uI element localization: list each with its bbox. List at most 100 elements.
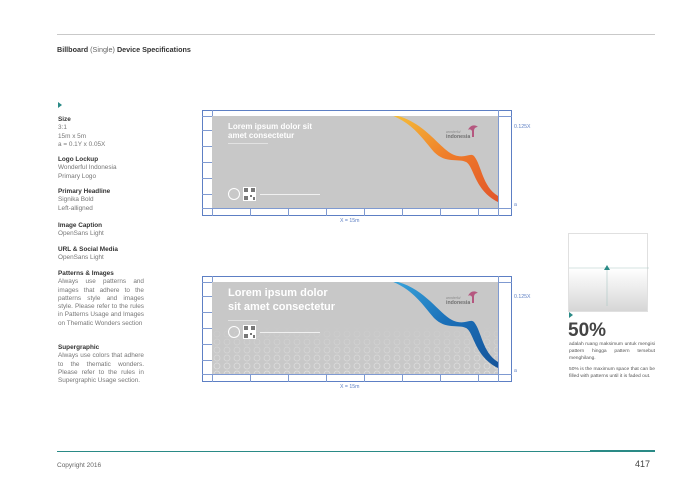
headline-line-2: sit amet consectetur: [228, 301, 335, 313]
grid-tick: [364, 208, 365, 216]
spec-heading: Image Caption: [58, 222, 103, 229]
billboard-preview-orange: Lorem ipsum dolor sit amet consectetur w…: [202, 110, 530, 225]
page-title: Billboard (Single) Device Specifications: [57, 45, 191, 54]
headline-line-1: Lorem ipsum dolor: [228, 287, 328, 299]
pattern-fade: [212, 282, 498, 374]
spec-line: OpenSans Light: [58, 254, 104, 262]
spec-line: Left-alligned: [58, 204, 93, 212]
dimension-label-right: 0.125X: [514, 124, 531, 130]
qr-code-icon: [243, 187, 256, 201]
logo-lockup: wonderful indonesia: [442, 124, 482, 146]
spec-heading: Supergraphic: [58, 344, 100, 351]
headline-line-1: Lorem ipsum dolor sit: [228, 122, 313, 131]
logo-indonesia-text: indonesia: [446, 134, 471, 140]
bottom-rule-accent: [590, 450, 655, 452]
billboard-preview-blue: Lorem ipsum dolor sit amet consectetur w…: [202, 276, 530, 391]
title-light: (Single): [90, 45, 115, 54]
billboard-panel: Lorem ipsum dolor sit amet consectetur w…: [212, 116, 498, 208]
grid-tick: [202, 296, 212, 297]
dimension-label-a: a: [514, 368, 517, 374]
spec-line: 15m x 5m: [58, 132, 87, 140]
grid-tick: [326, 374, 327, 382]
dimension-label-a: a: [514, 202, 517, 208]
spec-heading: Primary Headline: [58, 188, 111, 195]
spec-line: 3:1: [58, 124, 67, 132]
grid-tick: [402, 208, 403, 216]
primary-headline: Lorem ipsum dolor sit amet consectetur: [228, 122, 312, 140]
outer-guide-frame: [202, 110, 512, 216]
spec-paragraph: Always use colors that adhere to the the…: [58, 352, 144, 385]
spec-heading: Logo Lockup: [58, 156, 99, 163]
garuda-logo-icon: [468, 291, 478, 303]
grid-tick: [478, 208, 479, 216]
outer-guide-frame: [202, 276, 512, 382]
url-social-line: [260, 332, 320, 333]
spec-line: OpenSans Light: [58, 230, 104, 238]
dimension-label-width: X = 15m: [340, 384, 360, 390]
spec-supergraphic: Supergraphic Always use colors that adhe…: [58, 344, 144, 385]
grid-tick: [202, 344, 212, 345]
grid-tick: [326, 208, 327, 216]
diagram-marker: [569, 265, 649, 306]
spec-heading: Patterns & Images: [58, 270, 114, 277]
spec-size: Size 3:1 15m x 5m a = 0.1Y x 0.05X: [58, 116, 148, 149]
headline-line-2: amet consectetur: [228, 131, 295, 140]
spec-line: a = 0.1Y x 0.05X: [58, 140, 106, 148]
logo-lockup: wonderful indonesia: [442, 290, 482, 312]
copyright: Copyright 2016: [57, 462, 102, 469]
side-bullet-icon: [569, 312, 573, 318]
grid-tick: [202, 130, 212, 131]
seal-icon: [228, 188, 240, 200]
spec-line: Wonderful Indonesia: [58, 164, 117, 172]
top-rule: [57, 34, 655, 35]
guide-line: [498, 110, 499, 216]
description-en: 50% is the maximum space that can be fil…: [569, 367, 655, 380]
spec-line: Signika Bold: [58, 196, 94, 204]
grid-tick: [402, 374, 403, 382]
guide-line: [498, 276, 499, 382]
percent-figure: 50%: [568, 320, 607, 341]
grid-tick: [202, 360, 212, 361]
spec-heading: Size: [58, 116, 71, 123]
title-bold-a: Billboard: [57, 45, 89, 54]
url-social-line: [260, 194, 320, 195]
logo-indonesia-text: indonesia: [446, 300, 471, 306]
qr-code-icon: [243, 325, 256, 339]
supergraphic-swoosh: [392, 116, 498, 202]
spec-primary-headline: Primary Headline Signika Bold Left-allig…: [58, 188, 148, 213]
grid-tick: [202, 194, 212, 195]
seal-icon: [228, 326, 240, 338]
grid-tick: [288, 374, 289, 382]
description-id: adalah ruang maksimum untuk mengisi patt…: [569, 342, 655, 362]
spec-bullet-icon: [58, 102, 62, 108]
grid-tick: [202, 146, 212, 147]
dimension-label-width: X = 15m: [340, 218, 360, 224]
spec-url-social: URL & Social Media OpenSans Light: [58, 246, 148, 263]
grid-tick: [478, 374, 479, 382]
billboard-panel: Lorem ipsum dolor sit amet consectetur w…: [212, 282, 498, 374]
bottom-rule: [57, 451, 655, 452]
logo-wonderful-text: wonderful: [446, 130, 461, 134]
spec-logo-lockup: Logo Lockup Wonderful Indonesia Primary …: [58, 156, 148, 181]
spec-patterns-images: Patterns & Images Always use patterns an…: [58, 270, 144, 328]
grid-tick: [250, 374, 251, 382]
page-number: 417: [635, 459, 651, 469]
image-caption: [228, 143, 268, 144]
grid-tick: [202, 312, 212, 313]
image-caption: [228, 320, 258, 321]
grid-tick: [202, 328, 212, 329]
grid-tick: [288, 208, 289, 216]
grid-tick: [364, 374, 365, 382]
primary-headline: Lorem ipsum dolor sit amet consectetur: [228, 286, 335, 314]
spec-heading: URL & Social Media: [58, 246, 118, 253]
spec-paragraph: Always use patterns and images that adhe…: [58, 278, 144, 327]
grid-tick: [202, 162, 212, 163]
title-bold-b: Device Specifications: [116, 45, 191, 54]
grid-tick: [440, 374, 441, 382]
guide-line: [202, 208, 512, 209]
grid-tick: [202, 178, 212, 179]
grid-tick: [440, 208, 441, 216]
spec-line: Primary Logo: [58, 172, 97, 180]
grid-tick: [250, 208, 251, 216]
guide-line: [202, 374, 512, 375]
